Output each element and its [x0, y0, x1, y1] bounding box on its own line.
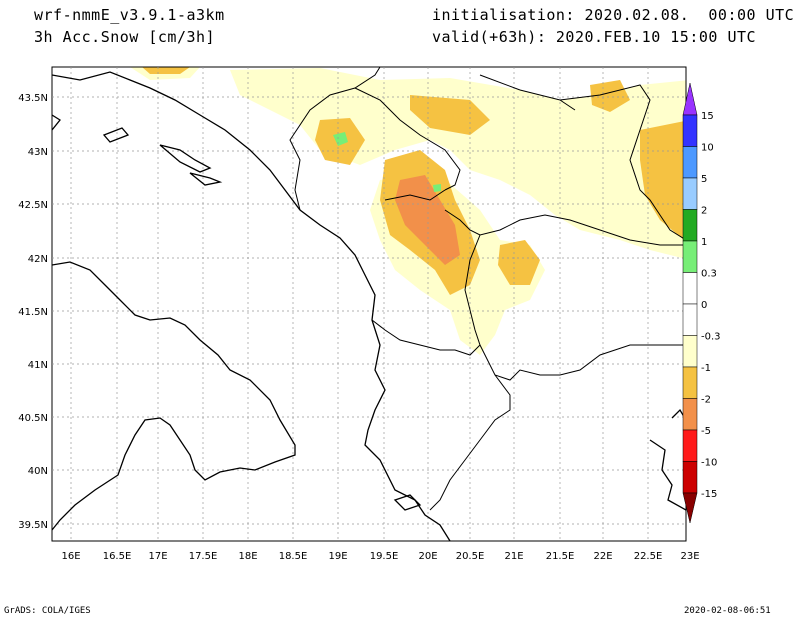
- colorbar-swatch: [682, 240, 698, 273]
- lon-label: 16.5E: [103, 551, 132, 562]
- lon-label: 21E: [504, 551, 523, 562]
- colorbar-label: -2: [701, 395, 711, 406]
- colorbar-swatch: [682, 461, 698, 494]
- footer-timestamp: 2020-02-08-06:51: [684, 606, 771, 616]
- init-time: initialisation: 2020.02.08. 00:00 UTC: [432, 6, 795, 24]
- grid-lines: [52, 67, 686, 541]
- colorbar-label: 2: [701, 206, 707, 217]
- lat-label: 42.5N: [18, 200, 48, 211]
- lon-label: 18.5E: [279, 551, 308, 562]
- lon-label: 23E: [680, 551, 699, 562]
- lon-label: 22E: [593, 551, 612, 562]
- colorbar-label: -5: [701, 426, 711, 437]
- colorbar-label: 0: [701, 300, 707, 311]
- lon-axis: 16E 16.5E 17E 17.5E 18E 18.5E 19E 19.5E …: [61, 551, 699, 562]
- colorbar-label: -1: [701, 363, 711, 374]
- colorbar-swatch: [682, 303, 698, 336]
- field-title: 3h Acc.Snow [cm/3h]: [34, 28, 216, 46]
- lon-label: 20E: [418, 551, 437, 562]
- colorbar-swatch: [682, 429, 698, 462]
- lat-label: 39.5N: [18, 520, 48, 531]
- colorbar-label: -0.3: [701, 332, 721, 343]
- lon-label: 21.5E: [546, 551, 575, 562]
- footer-credit: GrADS: COLA/IGES: [4, 606, 91, 616]
- colorbar-swatch: [682, 398, 698, 431]
- lat-label: 40N: [28, 466, 48, 477]
- lon-label: 22.5E: [634, 551, 663, 562]
- colorbar-swatch: [682, 272, 698, 305]
- colorbar-swatch: [682, 177, 698, 210]
- lon-label: 20.5E: [456, 551, 485, 562]
- colorbar-label: -15: [701, 489, 717, 500]
- colorbar-swatch: [682, 209, 698, 242]
- colorbar-label: 0.3: [701, 269, 717, 280]
- lon-label: 17.5E: [189, 551, 218, 562]
- lat-label: 42N: [28, 254, 48, 265]
- model-title: wrf-nmmE_v3.9.1-a3km: [34, 6, 225, 24]
- snow-shading: [130, 67, 686, 355]
- lat-label: 43.5N: [18, 93, 48, 104]
- colorbar: 15 10 5 2 1 0.3 0 -0.3 -1 -2 -5 -10 -15: [682, 82, 721, 524]
- lon-label: 19E: [328, 551, 347, 562]
- lat-label: 40.5N: [18, 413, 48, 424]
- colorbar-label: -10: [701, 458, 717, 469]
- lat-label: 43N: [28, 147, 48, 158]
- valid-time: valid(+63h): 2020.FEB.10 15:00 UTC: [432, 28, 757, 46]
- colorbar-swatch: [682, 146, 698, 179]
- lat-label: 41N: [28, 360, 48, 371]
- country-borders: [289, 67, 686, 511]
- colorbar-label: 15: [701, 111, 714, 122]
- colorbar-swatch: [682, 114, 698, 147]
- colorbar-arrow-bottom: [682, 492, 698, 524]
- colorbar-label: 5: [701, 174, 707, 185]
- lon-label: 16E: [61, 551, 80, 562]
- lat-label: 41.5N: [18, 307, 48, 318]
- lon-label: 19.5E: [370, 551, 399, 562]
- coastlines: [52, 71, 686, 541]
- colorbar-label: 1: [701, 237, 707, 248]
- colorbar-label: 10: [701, 143, 714, 154]
- lat-axis: 43.5N 43N 42.5N 42N 41.5N 41N 40.5N 40N …: [18, 93, 48, 531]
- colorbar-swatch: [682, 366, 698, 399]
- lon-label: 18E: [238, 551, 257, 562]
- colorbar-swatch: [682, 335, 698, 368]
- lon-label: 17E: [148, 551, 167, 562]
